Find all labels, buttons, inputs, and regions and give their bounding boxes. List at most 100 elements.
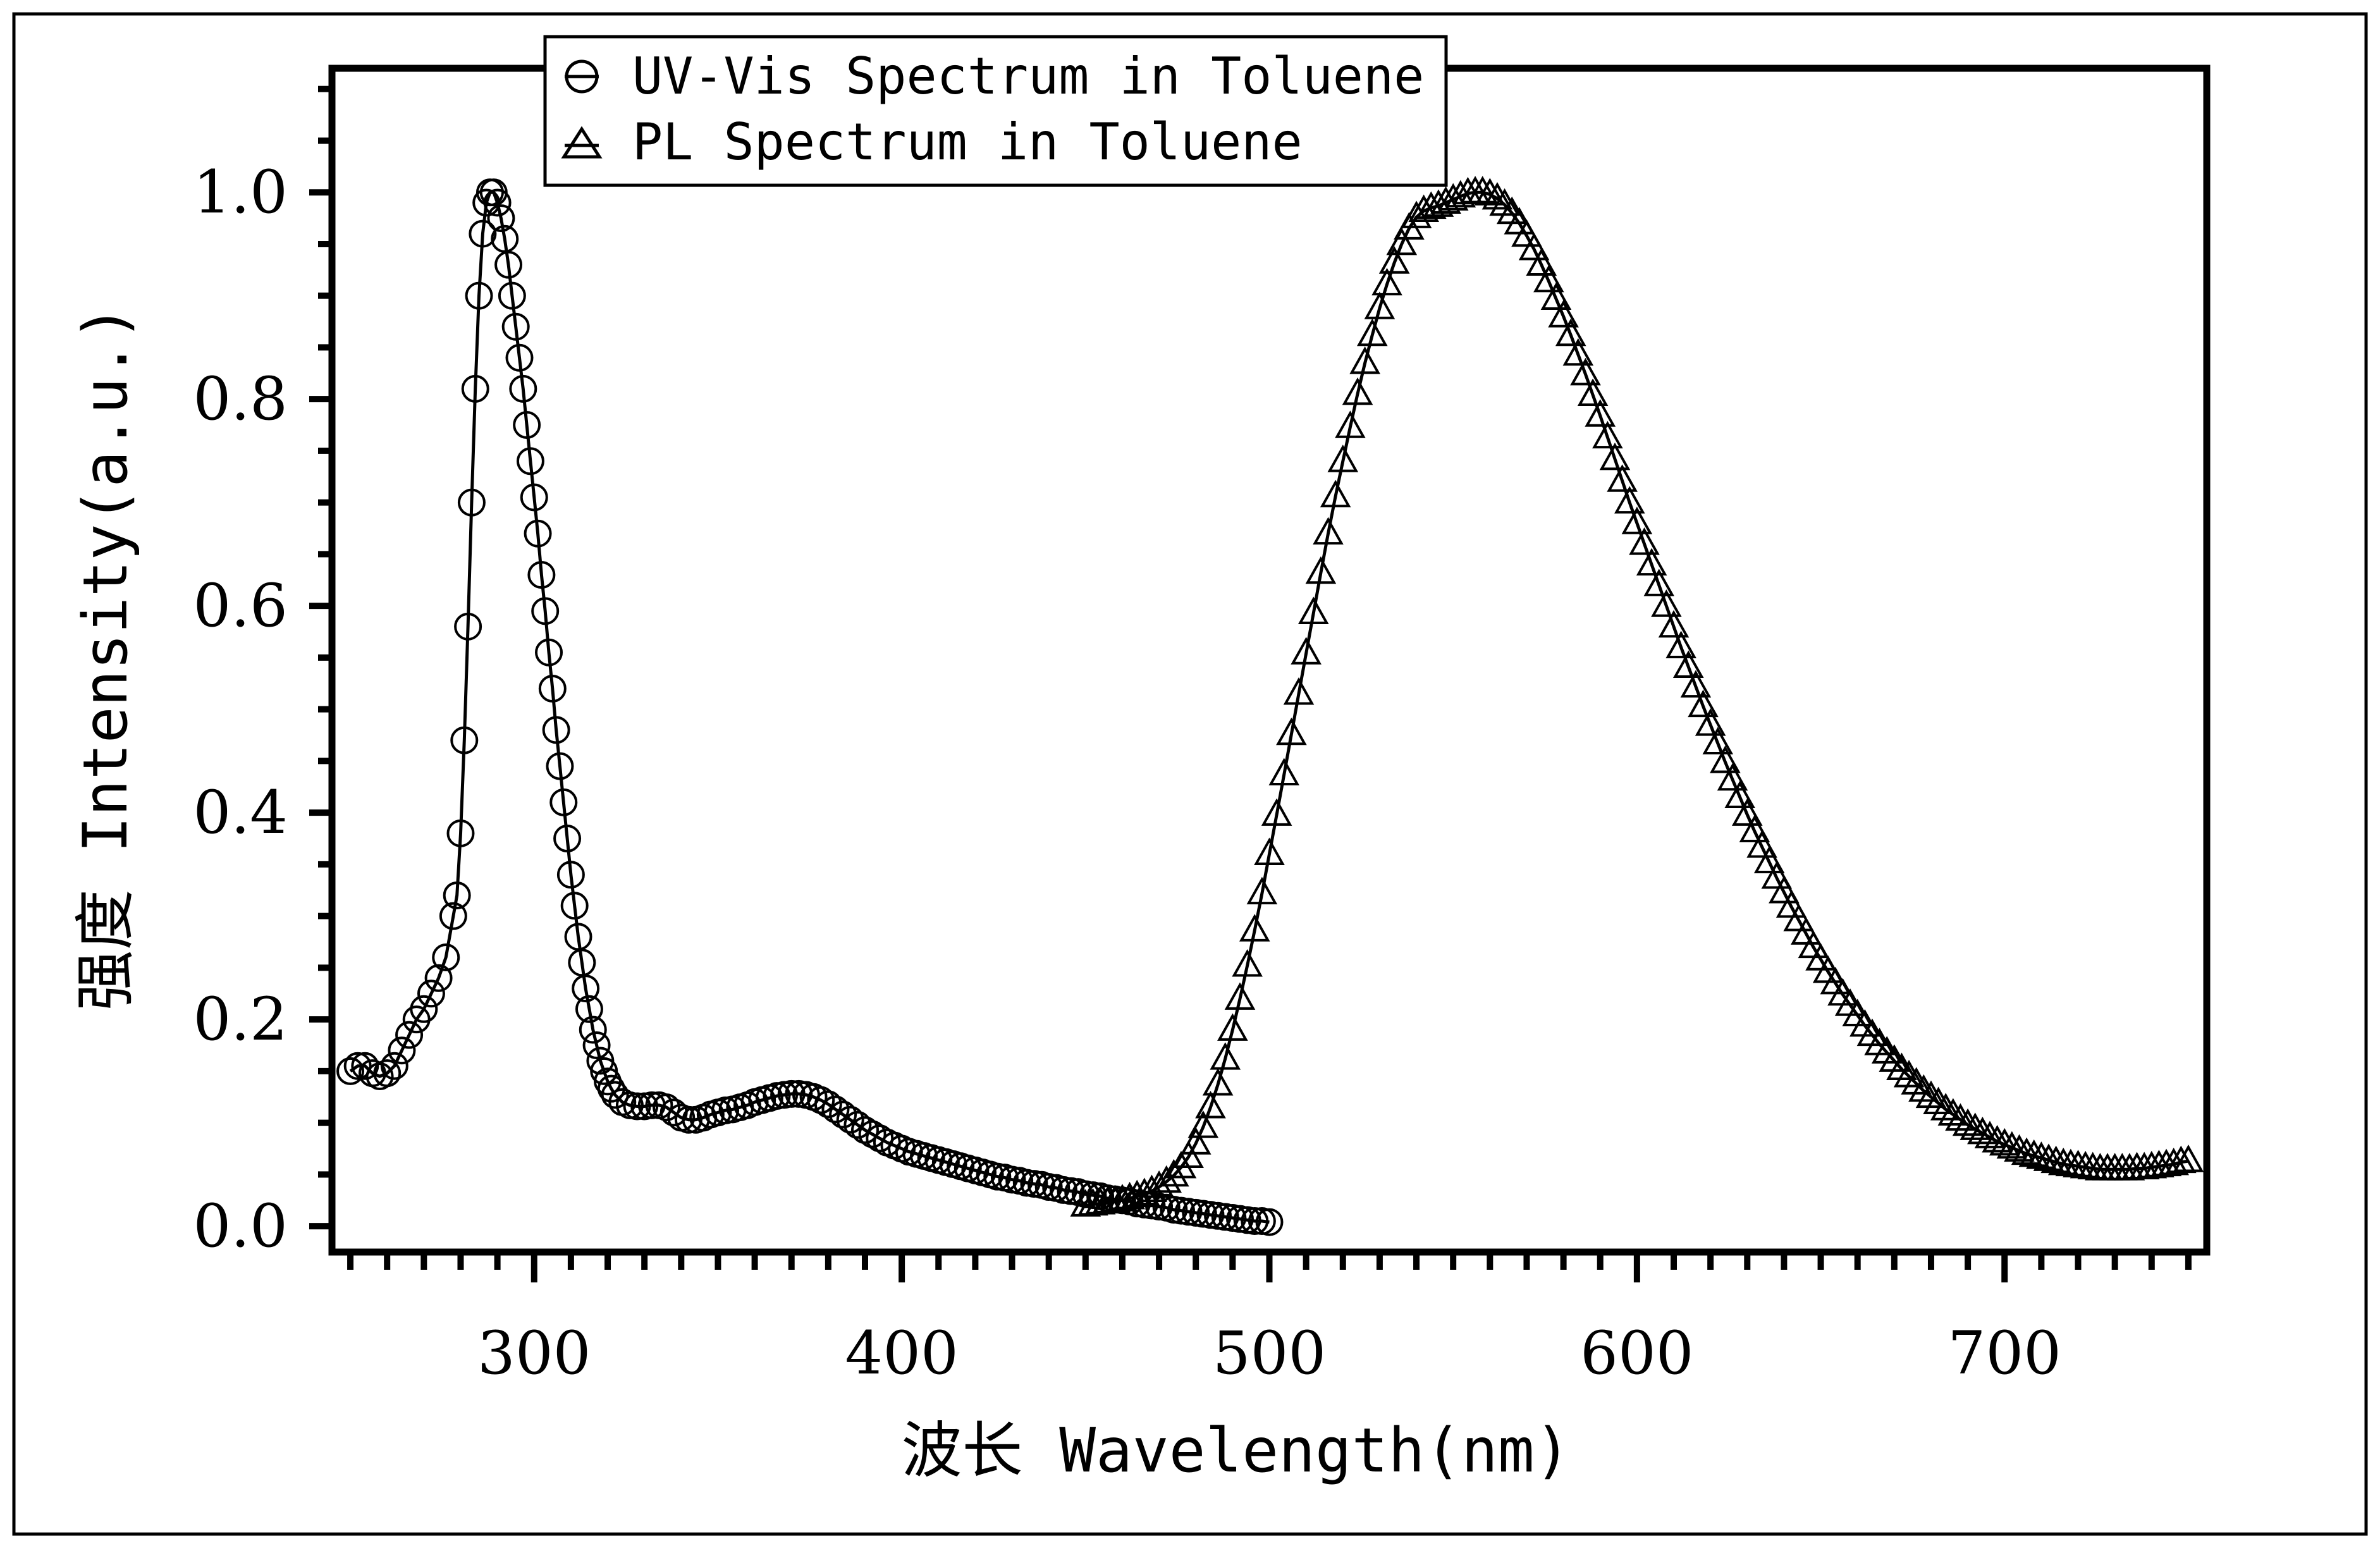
data-point-pl	[1930, 1093, 1961, 1121]
data-point-pl	[2026, 1141, 2057, 1169]
data-point-uv-vis	[461, 374, 489, 403]
series-pl	[1070, 176, 2204, 1217]
data-point-pl	[1173, 1140, 1204, 1168]
data-point-uv-vis	[553, 825, 582, 853]
data-point-pl	[1467, 176, 1499, 204]
data-point-uv-vis	[1255, 1208, 1284, 1236]
data-point-uv-vis	[546, 752, 574, 780]
legend-triangle-icon	[561, 126, 603, 159]
data-point-pl	[1232, 949, 1263, 977]
data-point-pl	[1651, 589, 1682, 617]
data-point-uv-vis	[535, 638, 563, 666]
data-point-pl	[1180, 1127, 1211, 1155]
series-uv-vis	[336, 178, 1284, 1236]
data-point-uv-vis	[579, 1016, 607, 1044]
data-point-uv-vis	[483, 188, 512, 217]
data-point-pl	[1769, 875, 1800, 904]
data-point-pl	[1283, 677, 1315, 705]
data-point-pl	[1643, 568, 1675, 596]
data-point-pl	[1672, 650, 1704, 679]
data-point-uv-vis	[829, 1100, 857, 1129]
x-tick-label: 700	[1948, 1319, 2061, 1388]
data-point-pl	[1724, 780, 1755, 809]
x-tick-label: 500	[1213, 1319, 1326, 1388]
data-point-uv-vis	[465, 281, 493, 310]
data-point-pl	[1136, 1174, 1167, 1202]
data-point-uv-vis	[454, 612, 482, 641]
data-point-uv-vis	[424, 964, 453, 992]
data-point-pl	[1526, 248, 1557, 276]
data-point-pl	[1158, 1158, 1189, 1187]
data-point-uv-vis	[494, 250, 523, 279]
data-point-pl	[1989, 1127, 2020, 1156]
data-point-pl	[1952, 1108, 1984, 1136]
legend: UV-Vis Spectrum in Toluene PL Spectrum i…	[543, 35, 1448, 187]
data-point-pl	[1790, 917, 1822, 945]
data-point-pl	[1342, 377, 1373, 405]
data-point-pl	[1217, 1013, 1248, 1041]
data-point-pl	[1276, 717, 1307, 746]
data-point-uv-vis	[443, 881, 471, 909]
data-point-pl	[2173, 1145, 2204, 1172]
data-point-pl	[1437, 183, 1469, 211]
data-point-pl	[1731, 798, 1763, 826]
data-point-uv-vis	[531, 597, 560, 625]
data-point-uv-vis	[850, 1116, 879, 1145]
data-point-pl	[1165, 1150, 1197, 1179]
data-point-pl	[1187, 1110, 1219, 1138]
x-tick-label: 600	[1580, 1319, 1693, 1388]
data-point-pl	[1607, 464, 1638, 492]
data-point-uv-vis	[343, 1052, 372, 1080]
data-point-pl	[1710, 745, 1741, 773]
data-point-pl	[1665, 630, 1696, 658]
data-point-pl	[1151, 1165, 1182, 1193]
data-point-pl	[1518, 233, 1550, 261]
data-point-pl	[1202, 1068, 1234, 1096]
data-point-pl	[1327, 445, 1359, 472]
data-point-pl	[1386, 227, 1418, 255]
data-point-pl	[1680, 670, 1712, 698]
data-point-pl	[1371, 267, 1402, 296]
data-point-pl	[1291, 637, 1322, 665]
data-point-uv-vis	[439, 902, 467, 930]
data-point-pl	[1702, 727, 1734, 755]
data-point-pl	[1224, 982, 1256, 1010]
data-point-pl	[1592, 421, 1623, 449]
data-point-uv-vis	[549, 788, 578, 816]
data-point-pl	[1739, 814, 1770, 842]
data-point-pl	[1746, 830, 1777, 858]
data-point-pl	[1629, 527, 1660, 555]
data-point-uv-vis	[336, 1057, 365, 1085]
data-point-pl	[1246, 876, 1278, 905]
data-point-uv-vis	[450, 726, 479, 754]
data-point-uv-vis	[410, 995, 438, 1023]
data-point-pl	[1776, 890, 1807, 918]
data-point-pl	[1908, 1074, 1939, 1102]
data-point-pl	[1937, 1098, 1969, 1126]
plot-series	[336, 176, 2204, 1236]
data-point-uv-vis	[516, 447, 544, 476]
data-point-uv-vis	[509, 374, 537, 403]
data-point-pl	[1540, 282, 1572, 310]
data-point-pl	[1915, 1080, 1947, 1109]
data-point-pl	[1570, 357, 1601, 386]
data-point-uv-vis	[513, 411, 541, 439]
data-point-uv-vis	[1241, 1207, 1269, 1235]
y-axis-title: 强度 Intensity(a.u.)	[70, 305, 141, 1011]
data-point-pl	[2004, 1134, 2035, 1162]
data-point-uv-vis	[556, 861, 585, 889]
data-point-uv-vis	[572, 974, 600, 1003]
data-point-uv-vis	[601, 1081, 629, 1109]
data-point-pl	[1239, 914, 1270, 942]
data-point-pl	[1753, 845, 1785, 874]
y-tick-label: 1.0	[193, 158, 288, 227]
data-point-uv-vis	[505, 343, 534, 372]
data-point-uv-vis	[653, 1093, 681, 1122]
data-point-uv-vis	[395, 1021, 424, 1049]
data-point-pl	[1783, 904, 1814, 931]
data-point-pl	[1313, 517, 1344, 545]
data-point-uv-vis	[373, 1059, 402, 1088]
data-point-pl	[1254, 837, 1285, 865]
data-point-pl	[1261, 798, 1292, 826]
data-point-uv-vis	[821, 1095, 850, 1124]
